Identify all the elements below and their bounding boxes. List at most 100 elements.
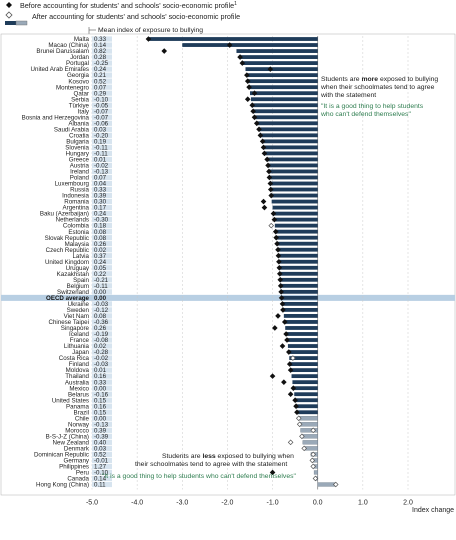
index-value: 0.33 (94, 379, 107, 386)
country-label: Costa Rica (59, 355, 90, 362)
legend-after-label: After accounting for students' and schoo… (32, 12, 240, 21)
country-label: Brazil (74, 409, 89, 416)
x-tick-label: 0.0 (313, 500, 323, 507)
bar-after (280, 277, 318, 282)
marker-before (244, 78, 251, 84)
index-value: -0.12 (94, 307, 109, 314)
bar-after (236, 49, 318, 53)
index-value: 0.52 (94, 451, 107, 458)
country-label: Chinese Taipei (49, 319, 89, 326)
index-value: 0.24 (94, 66, 107, 73)
marker-before (246, 84, 252, 90)
index-cell (92, 186, 112, 193)
bar-after (296, 404, 318, 409)
marker-before (295, 415, 302, 422)
marker-before (272, 228, 279, 235)
marker-before (290, 385, 297, 391)
bar-after (249, 85, 318, 90)
index-value: 0.19 (94, 138, 107, 145)
marker-before (310, 451, 316, 458)
bar-after (148, 37, 318, 41)
index-cell (92, 265, 112, 271)
marker-before (309, 457, 316, 464)
index-value: -0.11 (94, 144, 108, 151)
index-value: 0.08 (94, 235, 107, 242)
index-value: 0.33 (94, 36, 107, 43)
index-cell (92, 313, 112, 319)
index-cell (92, 78, 112, 84)
x-axis: -5.0 -4.0 -3.0 -2.0 -1.0 0.0 1.0 2.0 (86, 500, 413, 507)
country-label: France (70, 337, 90, 344)
bar-after (287, 338, 318, 342)
country-label: Morocco (65, 427, 89, 434)
marker-before (293, 403, 299, 410)
marker-before (268, 222, 275, 229)
index-value: -0.10 (94, 470, 109, 477)
index-cell (92, 114, 112, 120)
country-label: Netherlands (56, 217, 89, 224)
marker-before (264, 156, 270, 163)
bar-after (271, 199, 318, 204)
index-cell (92, 150, 112, 156)
index-cell (92, 48, 112, 54)
marker-before (277, 283, 284, 289)
bar-after (289, 362, 318, 366)
index-value: 0.82 (94, 48, 107, 55)
index-cell (92, 84, 112, 90)
index-cell (92, 138, 112, 144)
legend-after-dark-swatch (5, 21, 16, 25)
marker-before (253, 120, 260, 127)
country-label: Kosovo (68, 78, 89, 85)
x-axis-label: Index change (412, 507, 454, 514)
index-cell (92, 198, 112, 205)
index-cell (92, 192, 112, 199)
index-value: 0.03 (94, 445, 107, 452)
index-value: -0.07 (94, 114, 109, 121)
index-value: 0.04 (94, 181, 107, 188)
country-label: OECD average (46, 295, 90, 302)
country-label: Bosnia and Herzegovina (22, 114, 90, 121)
country-label: Portugal (66, 60, 89, 67)
country-label: Dominican Republic (34, 451, 89, 458)
index-value: -0.28 (94, 349, 109, 356)
country-label: New Zealand (53, 439, 90, 446)
index-cell (92, 271, 112, 277)
legend-before-label: Before accounting for students' and scho… (20, 1, 237, 10)
marker-before (286, 349, 292, 355)
country-label: Denmark (64, 445, 90, 452)
bar-after (250, 97, 318, 102)
country-label: Qatar (74, 90, 89, 97)
bar-after (264, 151, 318, 156)
country-label: Switzerland (57, 289, 90, 296)
index-cell (92, 90, 112, 96)
index-value: 0.39 (94, 193, 107, 200)
index-cell (92, 42, 112, 48)
bar-after (277, 247, 318, 252)
oecd-band-layer (1, 294, 455, 301)
legend-after-light-swatch (15, 20, 28, 26)
country-label: Czech Republic (46, 247, 89, 254)
index-cell (92, 72, 112, 78)
marker-before (237, 54, 243, 60)
index-cell (92, 421, 112, 427)
marker-before (257, 132, 264, 139)
bar-after (253, 109, 318, 114)
marker-before (276, 270, 283, 277)
index-value: -0.11 (94, 150, 108, 157)
index-cell (92, 289, 112, 295)
bar-after (295, 398, 318, 403)
index-cell (92, 54, 112, 60)
x-tick-label: -3.0 (176, 500, 188, 507)
x-tick-label: -5.0 (86, 500, 98, 507)
bar-after (245, 67, 318, 72)
country-label: Philippines (59, 464, 89, 471)
bar-after (283, 314, 318, 318)
bar-after (280, 283, 318, 288)
marker-before (278, 289, 284, 295)
country-label: Slovenia (65, 144, 89, 151)
bar-after (292, 380, 318, 385)
index-value: 0.00 (94, 295, 107, 302)
bar-after (300, 428, 318, 433)
index-value: 0.28 (94, 54, 107, 61)
country-label: Italy (78, 108, 90, 115)
